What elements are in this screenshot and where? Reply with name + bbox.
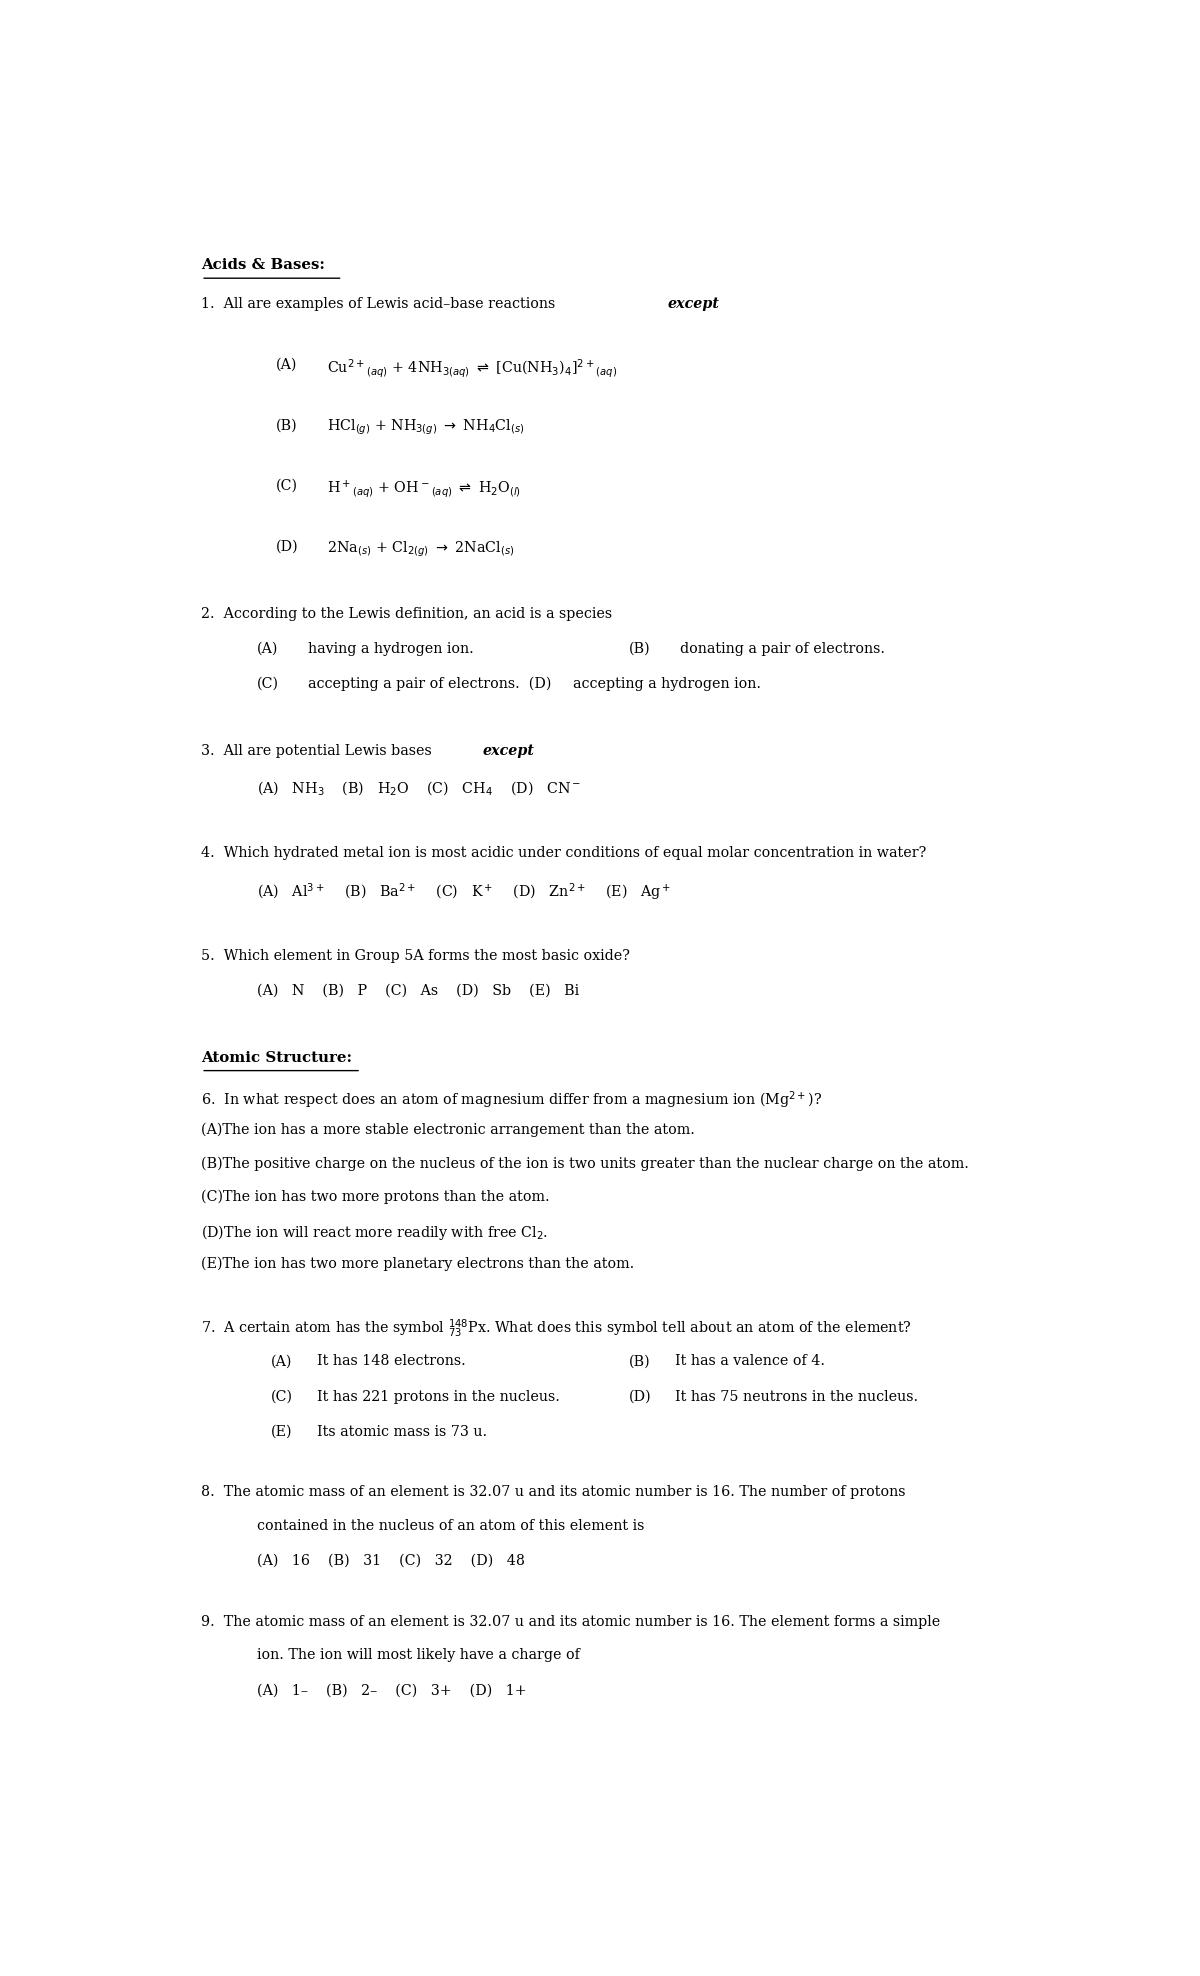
Text: (A)   NH$_3$    (B)   H$_2$O    (C)   CH$_4$    (D)   CN$^-$: (A) NH$_3$ (B) H$_2$O (C) CH$_4$ (D) CN$… [257, 779, 581, 796]
Text: (A): (A) [276, 358, 296, 371]
Text: 1.  All are examples of Lewis acid–base reactions: 1. All are examples of Lewis acid–base r… [202, 296, 560, 310]
Text: (D): (D) [276, 539, 298, 553]
Text: (A)   N    (B)   P    (C)   As    (D)   Sb    (E)   Bi: (A) N (B) P (C) As (D) Sb (E) Bi [257, 984, 580, 998]
Text: 3.  All are potential Lewis bases: 3. All are potential Lewis bases [202, 745, 437, 759]
Text: 8.  The atomic mass of an element is 32.07 u and its atomic number is 16. The nu: 8. The atomic mass of an element is 32.0… [202, 1486, 906, 1500]
Text: contained in the nucleus of an atom of this element is: contained in the nucleus of an atom of t… [257, 1520, 644, 1533]
Text: (C): (C) [276, 478, 298, 492]
Text: Cu$^{2+}$$_{(aq)}$ + 4NH$_{3(aq)}$ $\rightleftharpoons$ [Cu(NH$_3$)$_4$]$^{2+}$$: Cu$^{2+}$$_{(aq)}$ + 4NH$_{3(aq)}$ $\rig… [326, 358, 617, 379]
Text: (E): (E) [271, 1425, 293, 1439]
Text: (B): (B) [629, 642, 650, 656]
Text: (A): (A) [257, 642, 278, 656]
Text: (E)The ion has two more planetary electrons than the atom.: (E)The ion has two more planetary electr… [202, 1257, 635, 1271]
Text: It has 221 protons in the nucleus.: It has 221 protons in the nucleus. [317, 1389, 560, 1403]
Text: 4.  Which hydrated metal ion is most acidic under conditions of equal molar conc: 4. Which hydrated metal ion is most acid… [202, 846, 926, 860]
Text: It has 75 neutrons in the nucleus.: It has 75 neutrons in the nucleus. [676, 1389, 918, 1403]
Text: (A)The ion has a more stable electronic arrangement than the atom.: (A)The ion has a more stable electronic … [202, 1122, 695, 1136]
Text: donating a pair of electrons.: donating a pair of electrons. [680, 642, 886, 656]
Text: accepting a pair of electrons.  (D): accepting a pair of electrons. (D) [308, 678, 552, 692]
Text: Atomic Structure:: Atomic Structure: [202, 1051, 352, 1065]
Text: (C): (C) [257, 678, 278, 692]
Text: (C)The ion has two more protons than the atom.: (C)The ion has two more protons than the… [202, 1190, 550, 1203]
Text: 9.  The atomic mass of an element is 32.07 u and its atomic number is 16. The el: 9. The atomic mass of an element is 32.0… [202, 1614, 941, 1628]
Text: except: except [668, 296, 720, 310]
Text: (A)   Al$^{3+}$    (B)   Ba$^{2+}$    (C)   K$^+$    (D)   Zn$^{2+}$    (E)   Ag: (A) Al$^{3+}$ (B) Ba$^{2+}$ (C) K$^+$ (D… [257, 881, 671, 903]
Text: HCl$_{(g)}$ + NH$_{3(g)}$ $\rightarrow$ NH$_4$Cl$_{(s)}$: HCl$_{(g)}$ + NH$_{3(g)}$ $\rightarrow$ … [326, 419, 524, 437]
Text: (A)   1–    (B)   2–    (C)   3+    (D)   1+: (A) 1– (B) 2– (C) 3+ (D) 1+ [257, 1684, 527, 1697]
Text: (B)The positive charge on the nucleus of the ion is two units greater than the n: (B)The positive charge on the nucleus of… [202, 1156, 970, 1170]
Text: (C): (C) [271, 1389, 293, 1403]
Text: It has a valence of 4.: It has a valence of 4. [676, 1354, 826, 1367]
Text: accepting a hydrogen ion.: accepting a hydrogen ion. [574, 678, 761, 692]
Text: H$^+$$_{(aq)}$ + OH$^-$$_{(aq)}$ $\rightleftharpoons$ H$_2$O$_{(l)}$: H$^+$$_{(aq)}$ + OH$^-$$_{(aq)}$ $\right… [326, 478, 521, 500]
Text: (D)The ion will react more readily with free Cl$_2$.: (D)The ion will react more readily with … [202, 1223, 548, 1243]
Text: 2Na$_{(s)}$ + Cl$_{2(g)}$ $\rightarrow$ 2NaCl$_{(s)}$: 2Na$_{(s)}$ + Cl$_{2(g)}$ $\rightarrow$ … [326, 539, 514, 559]
Text: 7.  A certain atom has the symbol $^{148}_{73}$Px. What does this symbol tell ab: 7. A certain atom has the symbol $^{148}… [202, 1318, 912, 1340]
Text: except: except [482, 745, 535, 759]
Text: (B): (B) [276, 419, 298, 433]
Text: 2.  According to the Lewis definition, an acid is a species: 2. According to the Lewis definition, an… [202, 607, 612, 620]
Text: (D): (D) [629, 1389, 652, 1403]
Text: 5.  Which element in Group 5A forms the most basic oxide?: 5. Which element in Group 5A forms the m… [202, 948, 630, 962]
Text: Its atomic mass is 73 u.: Its atomic mass is 73 u. [317, 1425, 487, 1439]
Text: ion. The ion will most likely have a charge of: ion. The ion will most likely have a cha… [257, 1648, 580, 1662]
Text: 6.  In what respect does an atom of magnesium differ from a magnesium ion (Mg$^{: 6. In what respect does an atom of magne… [202, 1089, 822, 1111]
Text: It has 148 electrons.: It has 148 electrons. [317, 1354, 466, 1367]
Text: (B): (B) [629, 1354, 650, 1367]
Text: Acids & Bases:: Acids & Bases: [202, 259, 325, 273]
Text: (A): (A) [271, 1354, 293, 1367]
Text: having a hydrogen ion.: having a hydrogen ion. [308, 642, 474, 656]
Text: (A)   16    (B)   31    (C)   32    (D)   48: (A) 16 (B) 31 (C) 32 (D) 48 [257, 1553, 524, 1569]
